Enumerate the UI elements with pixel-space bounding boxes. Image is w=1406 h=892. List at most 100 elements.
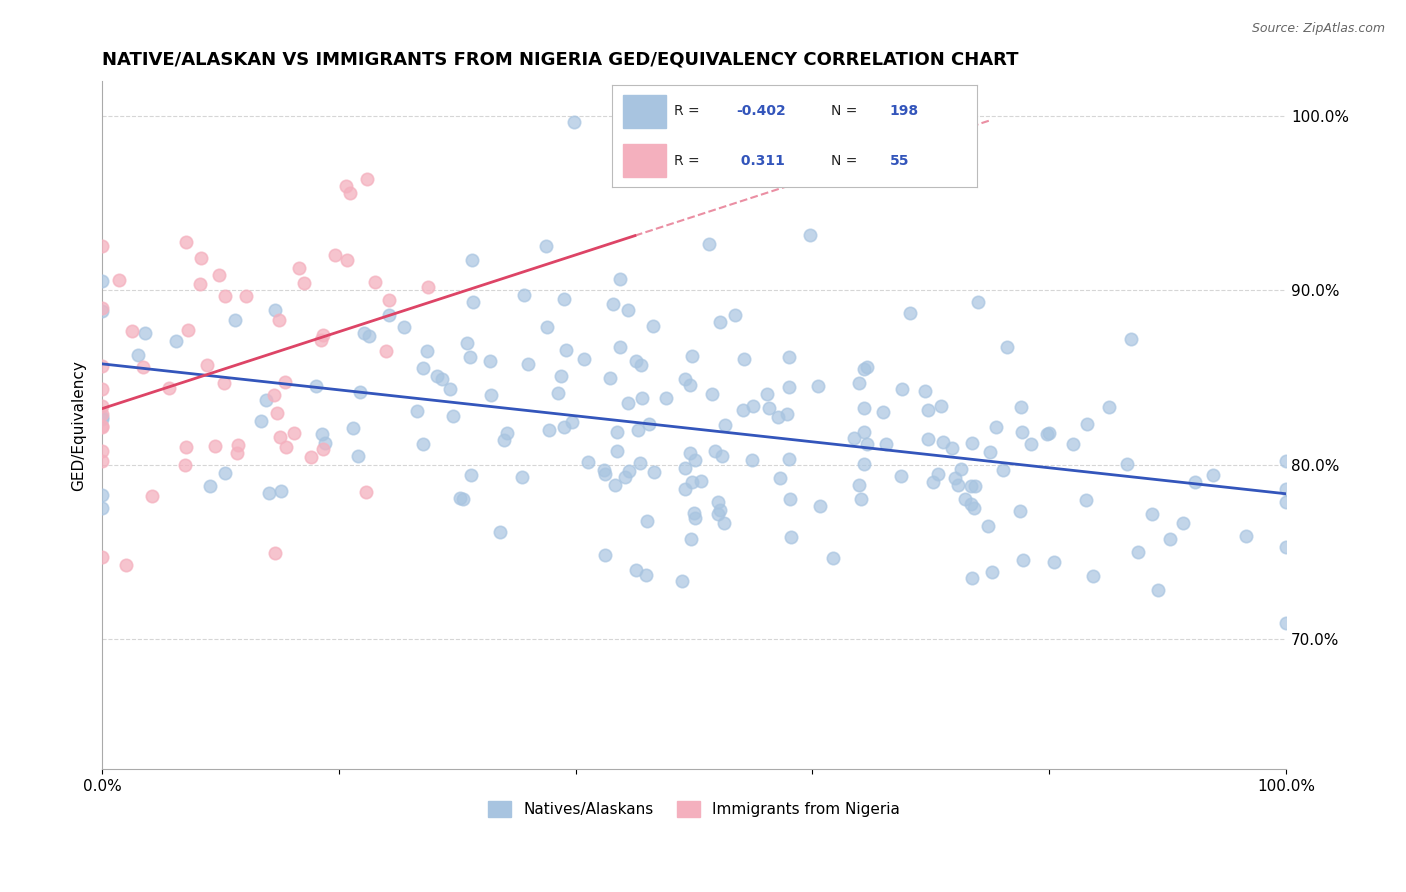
Point: [690, 474, 713, 488]
Point: [283, 426, 305, 441]
Point: [779, 491, 801, 506]
Point: [808, 499, 831, 513]
Point: [510, 469, 533, 483]
Point: [842, 432, 865, 446]
Point: [1173, 516, 1195, 530]
Point: [1275, 482, 1298, 496]
Point: [778, 452, 800, 467]
Point: [675, 372, 697, 386]
Point: [208, 268, 231, 282]
Y-axis label: GED/Equivalency: GED/Equivalency: [72, 359, 86, 491]
Point: [492, 433, 515, 447]
Point: [917, 403, 939, 417]
Point: [778, 379, 800, 393]
Point: [741, 453, 763, 467]
Point: [534, 239, 557, 253]
Point: [190, 251, 212, 265]
Point: [456, 335, 478, 350]
Point: [848, 376, 870, 391]
Point: [550, 369, 572, 384]
Text: Source: ZipAtlas.com: Source: ZipAtlas.com: [1251, 22, 1385, 36]
Point: [339, 186, 361, 200]
Point: [323, 248, 346, 262]
Point: [537, 423, 560, 437]
Point: [309, 333, 332, 347]
Point: [991, 463, 1014, 477]
Point: [1042, 556, 1064, 570]
Point: [91, 238, 114, 252]
Point: [314, 436, 336, 450]
Point: [671, 574, 693, 589]
Point: [1202, 467, 1225, 482]
Point: [853, 457, 876, 471]
Point: [593, 463, 616, 477]
Point: [392, 319, 415, 334]
Point: [305, 379, 328, 393]
Point: [198, 478, 221, 492]
Point: [848, 477, 870, 491]
Point: [1121, 333, 1143, 347]
Point: [91, 550, 114, 565]
Text: N =: N =: [831, 104, 858, 119]
Point: [1275, 454, 1298, 468]
Point: [1010, 503, 1032, 517]
Legend: Natives/Alaskans, Immigrants from Nigeria: Natives/Alaskans, Immigrants from Nigeri…: [482, 796, 905, 823]
Point: [554, 343, 576, 357]
Point: [778, 350, 800, 364]
Point: [643, 465, 665, 479]
Point: [250, 415, 273, 429]
Point: [946, 477, 969, 491]
Point: [707, 495, 730, 509]
Point: [406, 403, 429, 417]
Point: [605, 444, 627, 458]
Point: [962, 571, 984, 585]
Point: [377, 309, 399, 323]
Point: [561, 415, 583, 429]
Point: [416, 343, 439, 358]
FancyBboxPatch shape: [623, 145, 666, 177]
Point: [599, 371, 621, 385]
Point: [1035, 426, 1057, 441]
Point: [91, 407, 114, 421]
Point: [602, 296, 624, 310]
Point: [91, 400, 114, 414]
Point: [711, 449, 734, 463]
Point: [197, 358, 219, 372]
Point: [1275, 616, 1298, 631]
Point: [458, 350, 481, 364]
Point: [451, 491, 474, 506]
Point: [631, 391, 654, 405]
Point: [553, 292, 575, 306]
Point: [807, 379, 830, 393]
Point: [1126, 545, 1149, 559]
Point: [264, 546, 287, 560]
Point: [995, 340, 1018, 354]
Point: [127, 348, 149, 362]
Point: [702, 387, 724, 401]
Point: [121, 324, 143, 338]
Point: [914, 384, 936, 399]
Point: [276, 440, 298, 454]
Point: [943, 471, 966, 485]
Point: [461, 294, 484, 309]
Point: [357, 329, 380, 343]
Point: [536, 320, 558, 334]
Point: [617, 303, 640, 318]
Point: [564, 115, 586, 129]
Point: [856, 359, 879, 374]
Point: [872, 405, 894, 419]
Point: [91, 419, 114, 434]
Point: [91, 301, 114, 315]
Point: [1076, 417, 1098, 432]
Point: [226, 438, 249, 452]
Point: [311, 427, 333, 442]
Point: [609, 341, 631, 355]
Point: [630, 358, 652, 372]
Point: [375, 343, 398, 358]
Point: [91, 488, 114, 502]
Point: [960, 436, 983, 450]
Point: [898, 306, 921, 320]
Point: [363, 275, 385, 289]
Point: [609, 271, 631, 285]
Point: [356, 484, 378, 499]
